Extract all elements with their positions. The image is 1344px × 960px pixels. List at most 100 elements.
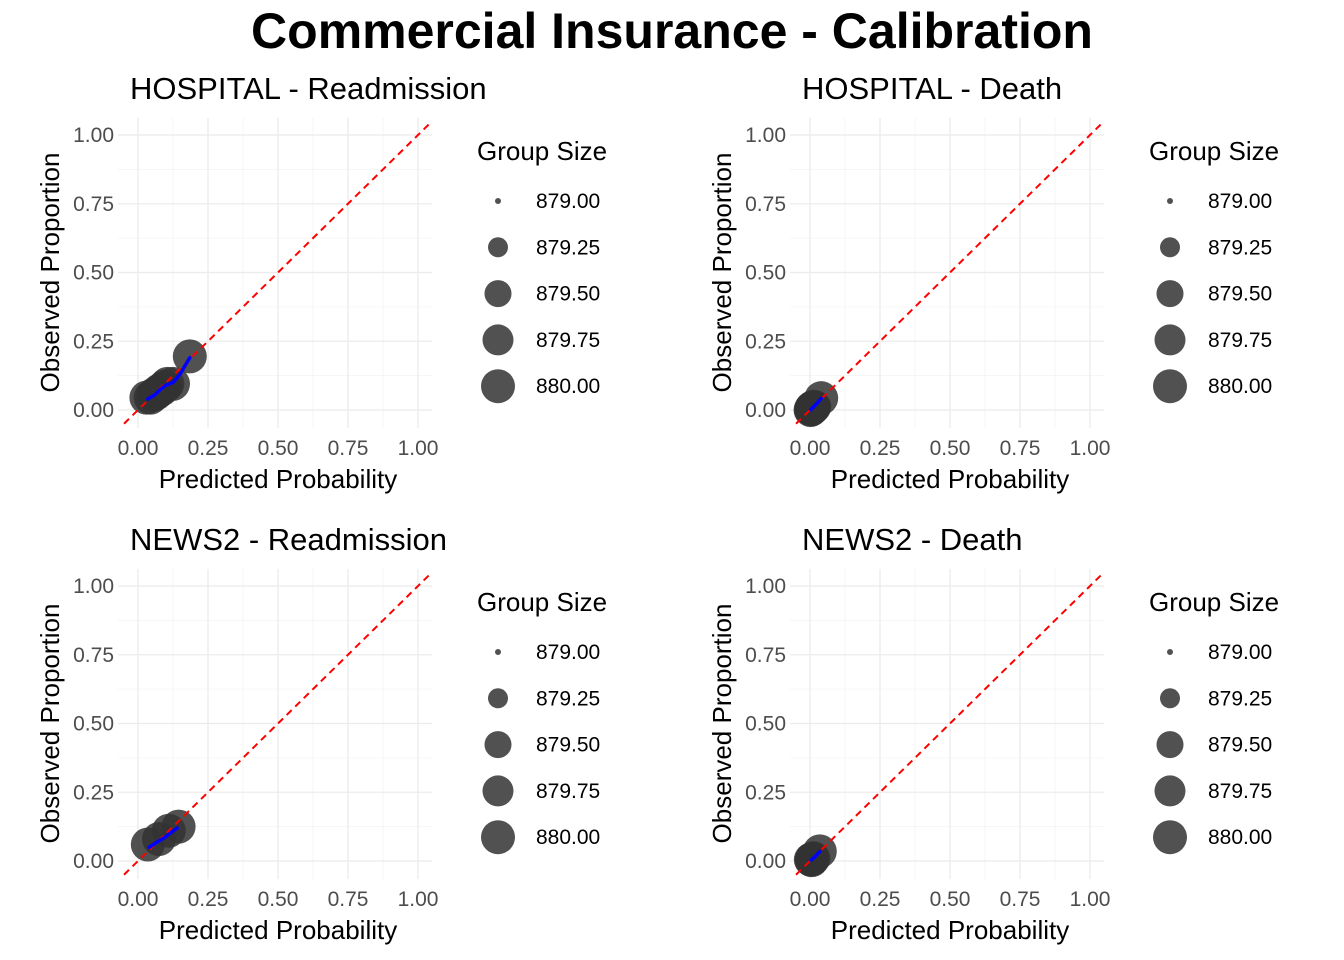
legend-key bbox=[1160, 237, 1180, 258]
y-tick-label: 0.00 bbox=[745, 399, 786, 422]
legend-key bbox=[484, 731, 512, 759]
data-point bbox=[161, 809, 196, 844]
legend-label: 879.00 bbox=[536, 190, 600, 213]
x-tick-label: 0.25 bbox=[188, 888, 229, 911]
x-axis-label: Predicted Probability bbox=[159, 915, 397, 945]
legend-label: 880.00 bbox=[536, 826, 600, 849]
legend-key bbox=[1167, 198, 1173, 204]
x-tick-label: 0.75 bbox=[328, 888, 369, 911]
y-axis-label: Observed Proportion bbox=[35, 604, 65, 844]
legend-key bbox=[481, 820, 515, 855]
x-tick-label: 0.25 bbox=[860, 437, 901, 460]
legend-label: 880.00 bbox=[1208, 826, 1272, 849]
x-axis-label: Predicted Probability bbox=[831, 915, 1069, 945]
panel-title: HOSPITAL - Death bbox=[802, 71, 1062, 106]
y-tick-label: 1.00 bbox=[745, 124, 786, 147]
x-tick-label: 0.00 bbox=[790, 437, 831, 460]
legend-key bbox=[1167, 649, 1173, 655]
grid-lines bbox=[790, 118, 1104, 428]
legend-label: 879.50 bbox=[1208, 283, 1272, 306]
legend-label: 879.75 bbox=[1208, 780, 1272, 803]
smooth-line bbox=[809, 396, 823, 412]
y-axis-label: Observed Proportion bbox=[35, 153, 65, 393]
legend-label: 879.25 bbox=[1208, 236, 1272, 259]
legend-label: 879.75 bbox=[1208, 329, 1272, 352]
legend-key bbox=[488, 237, 508, 258]
y-tick-label: 0.00 bbox=[745, 850, 786, 873]
x-tick-label: 1.00 bbox=[398, 888, 439, 911]
smooth-line bbox=[809, 849, 822, 862]
legend-label: 879.50 bbox=[536, 734, 600, 757]
legend-title: Group Size bbox=[1149, 587, 1279, 617]
legend-key bbox=[481, 369, 515, 404]
y-tick-label: 0.75 bbox=[745, 193, 786, 216]
legend-key bbox=[1153, 369, 1187, 404]
x-tick-label: 0.50 bbox=[258, 888, 299, 911]
legend-label: 879.75 bbox=[536, 780, 600, 803]
calibration-panel-hospital-death: HOSPITAL - Death 0.00 0.25 0.50 0.75 1.00 0.00… bbox=[707, 71, 1279, 494]
x-tick-label: 0.75 bbox=[1000, 437, 1041, 460]
panel-title: HOSPITAL - Readmission bbox=[130, 71, 487, 106]
legend-title: Group Size bbox=[477, 587, 607, 617]
legend-title: Group Size bbox=[477, 136, 607, 166]
plot-area bbox=[123, 120, 432, 425]
y-tick-label: 0.75 bbox=[73, 644, 114, 667]
panel-title: NEWS2 - Death bbox=[802, 522, 1023, 557]
y-tick-label: 0.75 bbox=[745, 644, 786, 667]
legend-label: 879.50 bbox=[536, 283, 600, 306]
y-tick-label: 0.25 bbox=[73, 781, 114, 804]
legend-key bbox=[1160, 688, 1180, 709]
x-tick-label: 0.00 bbox=[790, 888, 831, 911]
legend-label: 879.75 bbox=[536, 329, 600, 352]
legend-key bbox=[495, 198, 501, 204]
y-axis-label: Observed Proportion bbox=[707, 153, 737, 393]
legend-label: 879.00 bbox=[536, 641, 600, 664]
y-tick-label: 0.25 bbox=[745, 781, 786, 804]
x-tick-label: 1.00 bbox=[1070, 437, 1111, 460]
grid-lines bbox=[790, 569, 1104, 879]
legend-label: 879.00 bbox=[1208, 641, 1272, 664]
legend-key bbox=[482, 324, 514, 356]
plot-area bbox=[793, 120, 1104, 427]
y-tick-label: 0.50 bbox=[73, 262, 114, 285]
y-tick-label: 0.75 bbox=[73, 193, 114, 216]
legend-title: Group Size bbox=[1149, 136, 1279, 166]
y-tick-label: 0.50 bbox=[745, 713, 786, 736]
smooth-line bbox=[147, 826, 179, 849]
x-tick-label: 0.00 bbox=[118, 437, 159, 460]
legend: Group Size 879.00 879.25 879.50 879.75 880.00 bbox=[1149, 136, 1279, 404]
x-tick-label: 0.25 bbox=[860, 888, 901, 911]
legend: Group Size 879.00 879.25 879.50 879.75 880.00 bbox=[477, 587, 607, 855]
legend-label: 879.25 bbox=[536, 236, 600, 259]
x-axis-label: Predicted Probability bbox=[159, 464, 397, 494]
legend-key bbox=[1154, 775, 1186, 807]
legend: Group Size 879.00 879.25 879.50 879.75 880.00 bbox=[1149, 587, 1279, 855]
x-tick-label: 0.50 bbox=[930, 888, 971, 911]
calibration-panel-news2-readmission: NEWS2 - Readmission 0.00 0.25 0.50 0.75 1.00 0… bbox=[35, 522, 607, 945]
plot-area bbox=[793, 571, 1104, 878]
legend-key bbox=[488, 688, 508, 709]
x-axis-label: Predicted Probability bbox=[831, 464, 1069, 494]
legend-key bbox=[1156, 731, 1184, 759]
y-tick-label: 0.25 bbox=[745, 330, 786, 353]
y-tick-label: 0.50 bbox=[73, 713, 114, 736]
x-tick-label: 1.00 bbox=[398, 437, 439, 460]
calibration-panel-hospital-readmission: HOSPITAL - Readmission 0.00 0.25 0.50 0.75 1.… bbox=[35, 71, 607, 494]
legend-label: 879.25 bbox=[1208, 687, 1272, 710]
legend-key bbox=[1156, 280, 1184, 308]
legend-key bbox=[495, 649, 501, 655]
panel-title: NEWS2 - Readmission bbox=[130, 522, 447, 557]
calibration-panel-news2-death: NEWS2 - Death 0.00 0.25 0.50 0.75 1.00 0.00 0.2… bbox=[707, 522, 1279, 945]
legend-label: 879.50 bbox=[1208, 734, 1272, 757]
y-tick-label: 0.00 bbox=[73, 399, 114, 422]
main-title: Commercial Insurance - Calibration bbox=[251, 3, 1093, 59]
y-tick-label: 0.00 bbox=[73, 850, 114, 873]
y-tick-label: 1.00 bbox=[73, 124, 114, 147]
legend-label: 880.00 bbox=[1208, 375, 1272, 398]
legend-key bbox=[1153, 820, 1187, 855]
plot-area bbox=[123, 571, 432, 876]
y-tick-label: 0.25 bbox=[73, 330, 114, 353]
legend-label: 879.00 bbox=[1208, 190, 1272, 213]
y-tick-label: 1.00 bbox=[745, 575, 786, 598]
x-tick-label: 0.25 bbox=[188, 437, 229, 460]
